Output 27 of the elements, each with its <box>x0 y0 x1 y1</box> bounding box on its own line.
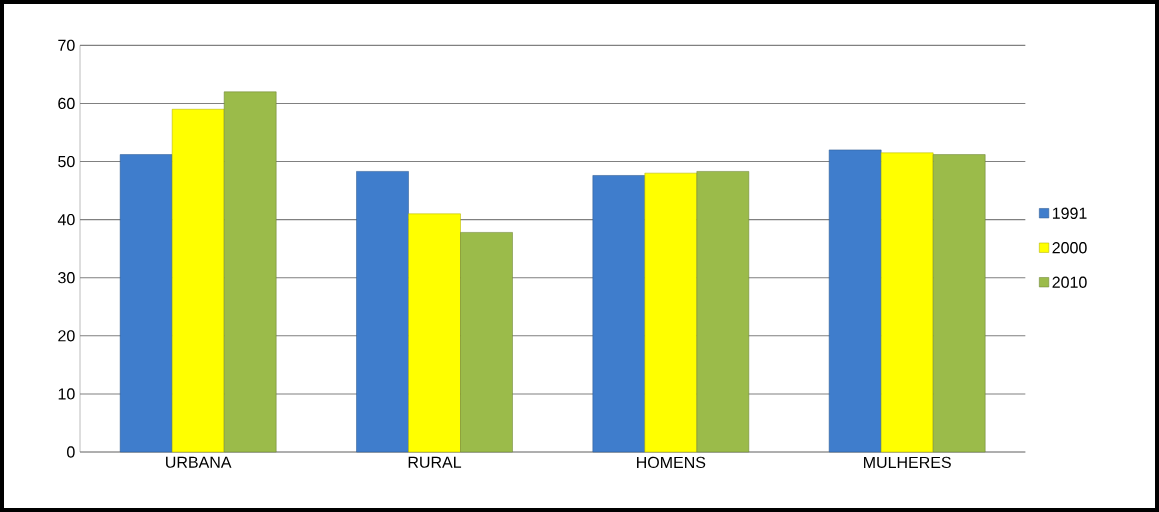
x-tick-label: URBANA <box>166 456 232 468</box>
x-tick-label: HOMENS <box>637 456 706 469</box>
bar <box>356 171 409 453</box>
y-tick-label: 50 <box>58 155 75 168</box>
bar <box>408 213 461 453</box>
bar <box>223 91 277 453</box>
y-tick-label: 40 <box>57 213 75 226</box>
bar <box>119 154 173 453</box>
bar <box>644 172 698 453</box>
y-tick-label: 20 <box>58 330 75 342</box>
bar <box>592 175 646 453</box>
legend-label: 1991 <box>1052 207 1087 219</box>
x-tick-label: RURAL <box>408 456 462 468</box>
bar <box>171 108 225 453</box>
bar <box>880 152 934 453</box>
y-tick-label: 30 <box>58 272 75 284</box>
y-tick-label: 60 <box>58 97 75 110</box>
x-tick-label: MULHERES <box>864 456 951 469</box>
y-tick-label: 10 <box>58 388 75 400</box>
y-tick-label: 0 <box>67 446 75 458</box>
bar <box>932 154 986 453</box>
legend-label: 2010 <box>1052 276 1087 288</box>
bar <box>828 149 882 453</box>
legend-label: 2000 <box>1052 242 1087 254</box>
bar <box>696 171 750 453</box>
bar <box>460 232 513 453</box>
y-tick-label: 70 <box>58 39 75 51</box>
